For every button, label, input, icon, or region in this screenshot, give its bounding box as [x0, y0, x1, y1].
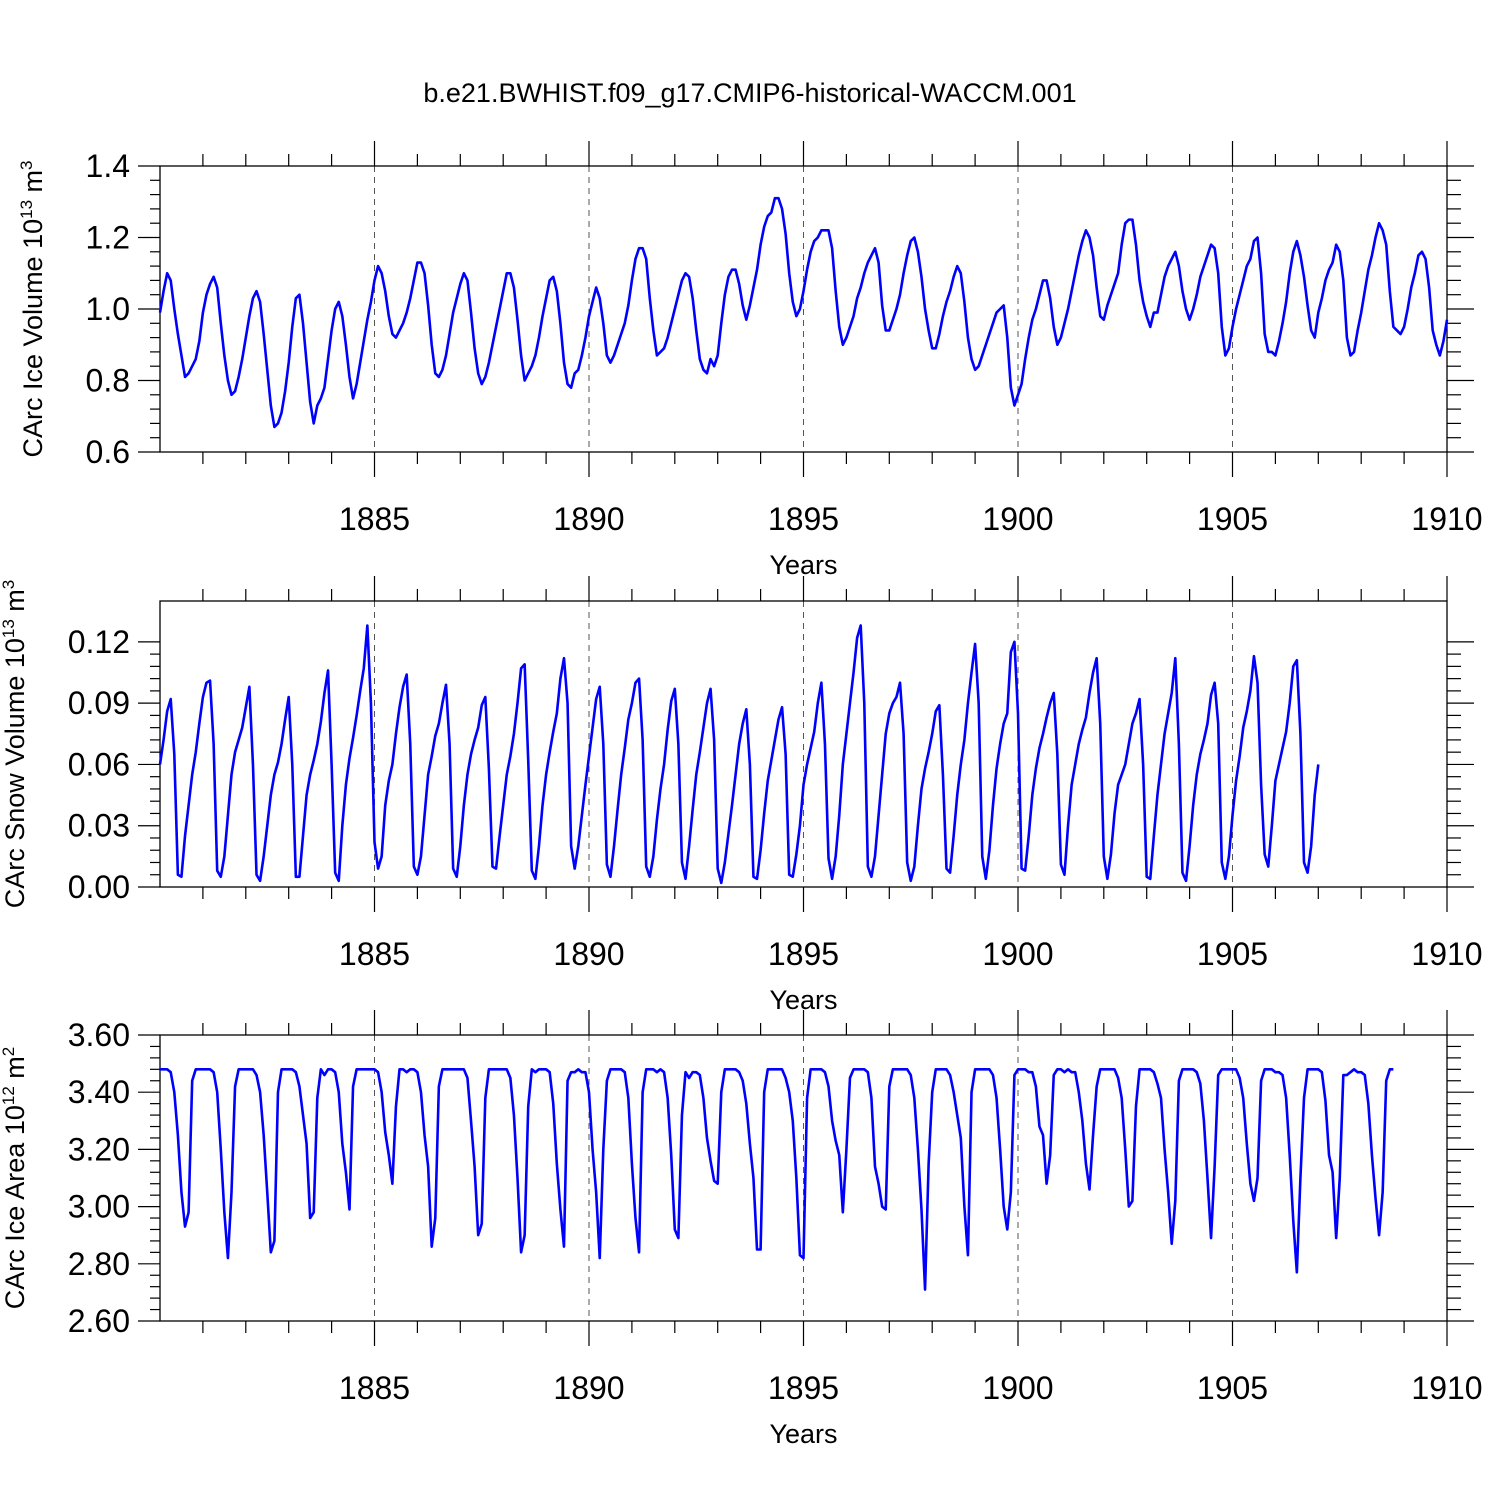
y-tick-label: 0.00	[68, 869, 130, 905]
y-tick-label: 0.8	[86, 363, 130, 399]
y-tick-label: 0.06	[68, 746, 130, 782]
y-tick-label: 3.00	[68, 1189, 130, 1225]
x-tick-label: 1890	[553, 501, 624, 537]
x-tick-label: 1885	[339, 936, 410, 972]
panel-ice-volume: 0.6 0.8 1.0 1.2 1.4 1885 1890 1895 1900 1905 1910 Y…	[17, 141, 1483, 580]
x-tick-label: 1900	[982, 1370, 1053, 1406]
y-tick-label: 2.60	[68, 1303, 130, 1339]
series-line-ice-area	[160, 1068, 1394, 1291]
y-tick-label: 1.0	[86, 291, 130, 327]
x-tick-label: 1905	[1197, 1370, 1268, 1406]
y-axis-title: CArc Ice Area 1012 m2	[0, 1047, 30, 1310]
chart-title: b.e21.BWHIST.f09_g17.CMIP6-historical-WA…	[423, 78, 1076, 108]
y-tick-label: 0.09	[68, 685, 130, 721]
x-tick-label: 1890	[553, 1370, 624, 1406]
panels: 0.6 0.8 1.0 1.2 1.4 1885 1890 1895 1900 1905 1910 Y…	[0, 141, 1483, 1449]
x-tick-label: 1910	[1411, 1370, 1482, 1406]
y-axis-title: CArc Ice Volume 1013 m3	[17, 160, 48, 457]
y-tick-label: 3.60	[68, 1017, 130, 1053]
x-tick-label: 1895	[768, 501, 839, 537]
y-tick-label: 0.6	[86, 434, 130, 470]
x-tick-label: 1900	[982, 501, 1053, 537]
x-tick-label: 1900	[982, 936, 1053, 972]
y-tick-label: 3.20	[68, 1131, 130, 1167]
x-tick-label: 1885	[339, 1370, 410, 1406]
x-tick-label: 1910	[1411, 936, 1482, 972]
x-axis-title: Years	[769, 550, 837, 580]
y-tick-label: 1.2	[86, 220, 130, 256]
x-tick-label: 1895	[768, 1370, 839, 1406]
x-tick-label: 1905	[1197, 936, 1268, 972]
series-line-ice-volume	[158, 196, 1449, 429]
panel-ice-area: 2.60 2.80 3.00 3.20 3.40 3.60 1885 1890 1895 1900…	[0, 1010, 1483, 1449]
y-tick-label: 3.40	[68, 1074, 130, 1110]
x-tick-label: 1890	[553, 936, 624, 972]
y-axis-title: CArc Snow Volume 1013 m3	[0, 580, 30, 909]
x-axis-title: Years	[769, 1419, 837, 1449]
y-tick-label: 1.4	[86, 148, 130, 184]
x-tick-label: 1885	[339, 501, 410, 537]
y-tick-label: 2.80	[68, 1246, 130, 1282]
y-tick-label: 0.03	[68, 808, 130, 844]
x-tick-label: 1905	[1197, 501, 1268, 537]
x-tick-label: 1910	[1411, 501, 1482, 537]
x-tick-label: 1895	[768, 936, 839, 972]
panel-snow-volume: 0.00 0.03 0.06 0.09 0.12 1885 1890 1895 1900 1905…	[0, 576, 1483, 1015]
y-tick-label: 0.12	[68, 624, 130, 660]
series-line-snow-volume	[158, 624, 1320, 885]
